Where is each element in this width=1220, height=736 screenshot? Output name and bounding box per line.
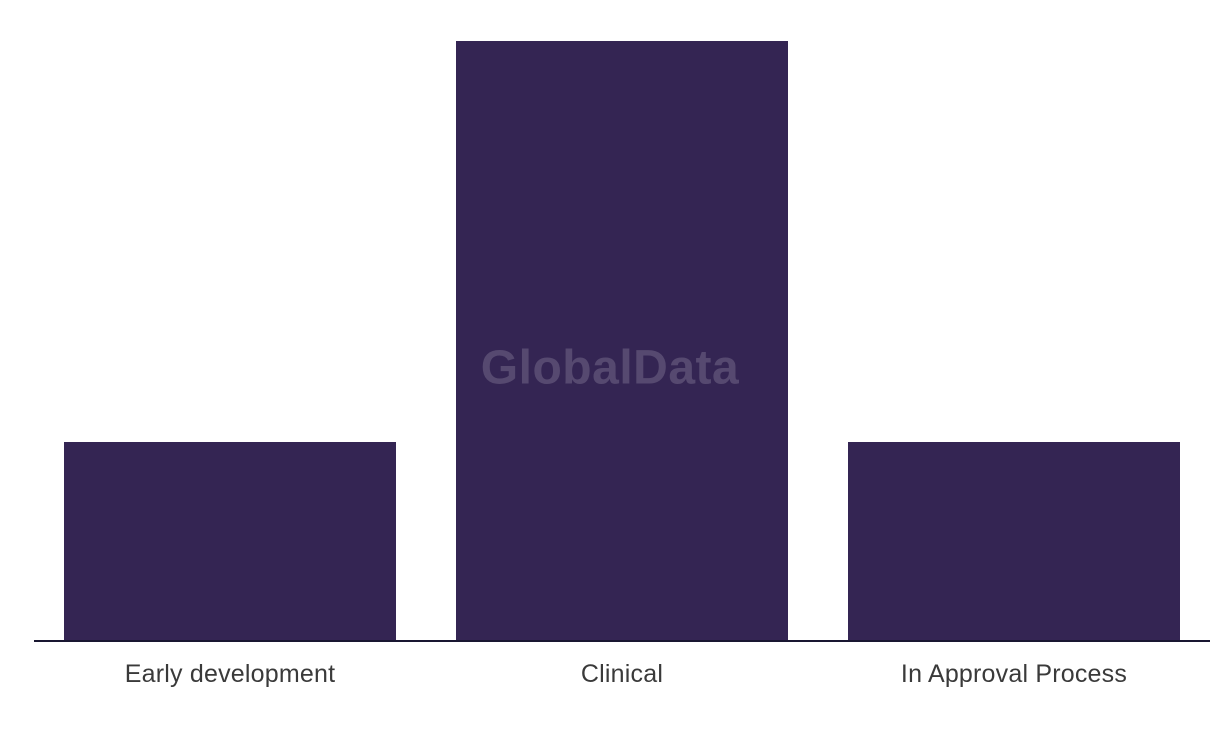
x-axis-line: [34, 640, 1210, 642]
x-axis-label-early-development: Early development: [124, 660, 336, 688]
bar-in-approval-process: [848, 442, 1180, 641]
bar-clinical: [456, 41, 788, 641]
bar-early-development: [64, 442, 396, 641]
x-axis-label-in-approval-process: In Approval Process: [900, 660, 1128, 688]
x-axis-label-clinical: Clinical: [580, 660, 664, 688]
